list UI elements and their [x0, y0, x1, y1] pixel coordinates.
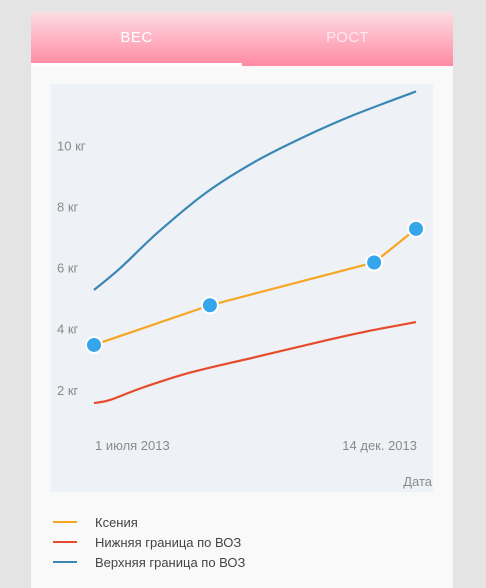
growth-chart-card: ВЕС РОСТ 2 кг 4 кг 6 кг 8 кг 10 кг 1 июля 201…	[31, 12, 453, 588]
x-tick-label: 14 дек. 2013	[342, 438, 417, 453]
legend-item-child: Ксения	[51, 512, 433, 532]
legend-item-upper-bound: Верхняя граница по ВОЗ	[51, 552, 433, 572]
legend-label-child: Ксения	[95, 514, 138, 530]
y-tick-label: 6 кг	[57, 261, 79, 276]
active-tab-indicator	[31, 63, 242, 66]
chart-legend: Ксения Нижняя граница по ВОЗ Верхняя гра…	[51, 512, 433, 572]
legend-item-lower-bound: Нижняя граница по ВОЗ	[51, 532, 433, 552]
y-tick-label: 4 кг	[57, 322, 79, 337]
legend-label-lower-bound: Нижняя граница по ВОЗ	[95, 534, 242, 550]
tab-bar: ВЕС РОСТ	[31, 12, 453, 66]
chart-svg: 2 кг 4 кг 6 кг 8 кг 10 кг 1 июля 2013 14 дек. …	[57, 90, 433, 489]
y-tick-label: 8 кг	[57, 200, 79, 215]
data-point-marker[interactable]	[407, 219, 425, 238]
legend-swatch-child	[53, 521, 77, 523]
legend-label-upper-bound: Верхняя граница по ВОЗ	[95, 554, 246, 570]
legend-swatch-lower-bound	[53, 541, 77, 543]
series-line-upper-bound	[93, 90, 417, 291]
x-tick-label: 1 июля 2013	[95, 438, 170, 453]
tab-height[interactable]: РОСТ	[326, 29, 369, 46]
data-point-marker[interactable]	[365, 253, 384, 272]
x-axis-label: Дата	[403, 474, 433, 489]
series-line-child	[93, 228, 417, 347]
y-tick-label: 2 кг	[57, 383, 79, 398]
series-line-lower-bound	[93, 320, 417, 405]
tab-weight[interactable]: ВЕС	[120, 29, 153, 46]
legend-swatch-upper-bound	[53, 561, 77, 563]
data-point-marker[interactable]	[200, 296, 219, 315]
y-tick-label: 10 кг	[57, 138, 86, 153]
weight-chart: 2 кг 4 кг 6 кг 8 кг 10 кг 1 июля 2013 14 дек. …	[51, 84, 433, 492]
data-point-marker[interactable]	[85, 335, 103, 354]
